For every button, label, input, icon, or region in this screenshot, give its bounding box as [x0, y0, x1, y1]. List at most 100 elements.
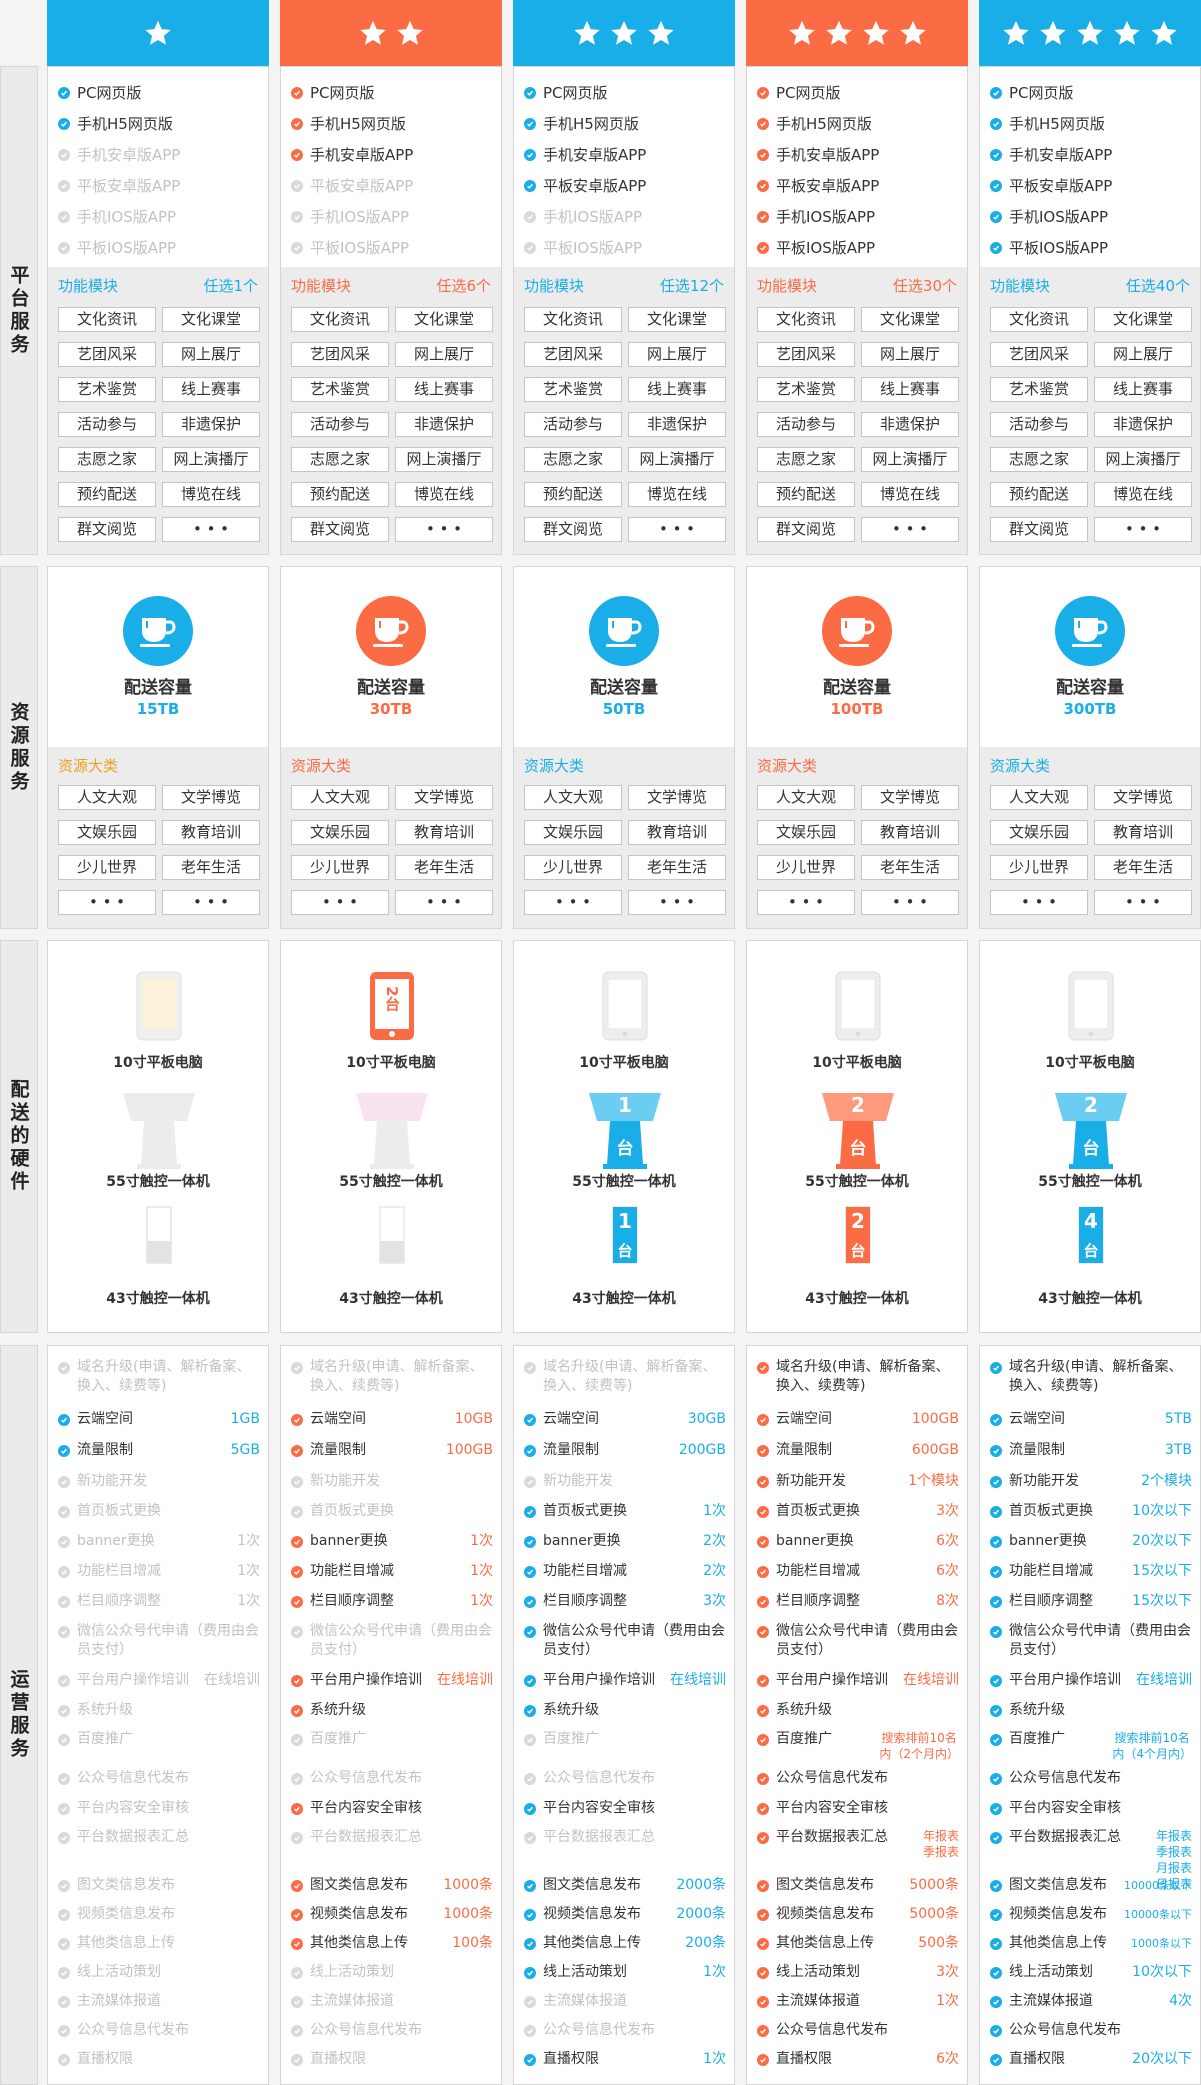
platform-item-label: 手机H5网页版	[310, 115, 406, 133]
ops-item: 其他类信息上传 200条	[524, 1934, 726, 1953]
platform-item: 手机H5网页版	[757, 113, 872, 134]
kiosk-43-label: 43寸触控一体机	[106, 1291, 210, 1307]
ops-item-label: banner更换	[77, 1533, 155, 1549]
check-icon	[58, 148, 70, 161]
check-icon	[757, 1880, 769, 1892]
module-tag: 艺术鉴赏	[291, 377, 389, 402]
platform-item-label: 手机安卓版APP	[77, 146, 181, 164]
module-header-label: 功能模块	[757, 277, 818, 295]
ops-item: 新功能开发 2个模块	[990, 1472, 1192, 1491]
platform-item-label: 手机IOS版APP	[310, 208, 410, 226]
hardware-card: 2台 10寸平板电脑 55寸触控一体机 43寸触控一体机	[280, 940, 502, 1333]
ops-item-label: 功能栏目增减	[776, 1563, 860, 1579]
check-icon	[524, 1832, 536, 1844]
ops-item-value: 搜索排前10名 内（2个月内）	[879, 1731, 959, 1761]
ops-item-label: 流量限制	[543, 1442, 599, 1458]
module-tag: 预约配送	[58, 482, 156, 507]
resource-header: 资源大类	[58, 755, 258, 776]
resource-tag: • • •	[291, 890, 389, 915]
platform-item-label: 平板安卓版APP	[77, 177, 181, 195]
check-icon	[291, 1734, 303, 1746]
check-icon	[757, 1626, 769, 1638]
kiosk-55-unit: 台	[616, 1139, 634, 1159]
check-icon	[524, 117, 536, 130]
check-icon	[58, 1909, 70, 1921]
capacity-label: 配送容量	[1056, 678, 1124, 698]
check-icon	[58, 1506, 70, 1518]
check-icon	[757, 1996, 769, 2008]
check-icon	[524, 1996, 536, 2008]
module-tag: 群文阅览	[291, 517, 389, 542]
check-icon	[291, 1445, 303, 1457]
resource-tag: • • •	[524, 890, 622, 915]
ops-item-label: 流量限制	[77, 1442, 133, 1458]
check-icon	[291, 2025, 303, 2037]
platform-item: 手机安卓版APP	[757, 144, 879, 165]
module-tag: 活动参与	[291, 412, 389, 437]
platform-item: 平板安卓版APP	[291, 175, 413, 196]
ops-item-value: 10000条以下	[1124, 1879, 1192, 1892]
check-icon	[524, 1967, 536, 1979]
ops-item: 公众号信息代发布	[524, 1769, 726, 1788]
resource-tag: • • •	[628, 890, 726, 915]
module-pick-count: 任选12个	[659, 277, 724, 295]
module-tag: 博览在线	[861, 482, 959, 507]
ops-item: 流量限制 5GB	[58, 1441, 260, 1460]
resource-tag: 教育培训	[628, 820, 726, 845]
resource-tag: 人文大观	[291, 785, 389, 810]
check-icon	[757, 1445, 769, 1457]
ops-item: 其他类信息上传 500条	[757, 1934, 959, 1953]
ops-item-value: 5TB	[1164, 1411, 1192, 1427]
module-tag: 活动参与	[58, 412, 156, 437]
platform-item: PC网页版	[990, 82, 1074, 103]
platform-item-label: 平板IOS版APP	[543, 239, 643, 257]
kiosk-55-icon	[350, 1091, 434, 1175]
ops-item-label: 平台数据报表汇总	[543, 1829, 655, 1845]
resource-tag: 老年生活	[162, 855, 260, 880]
check-icon	[291, 1476, 303, 1488]
ops-item-label: 百度推广	[1009, 1731, 1065, 1747]
ops-item-label: 平台内容安全审核	[77, 1800, 189, 1816]
ops-item-label: 公众号信息代发布	[1009, 1770, 1121, 1786]
ops-item-label: 公众号信息代发布	[776, 2022, 888, 2038]
ops-item-label: 栏目顺序调整	[1009, 1593, 1093, 1609]
platform-item: 平板安卓版APP	[990, 175, 1112, 196]
ops-item-value: 3次	[703, 1593, 726, 1609]
check-icon	[58, 210, 70, 223]
kiosk-43-count: 2	[851, 1209, 865, 1233]
kiosk-55-unit: 台	[849, 1139, 867, 1159]
check-icon	[524, 1566, 536, 1578]
platform-item: 平板安卓版APP	[524, 175, 646, 196]
module-tag: 网上展厅	[162, 342, 260, 367]
platform-item: PC网页版	[291, 82, 375, 103]
module-tag: 艺团风采	[757, 342, 855, 367]
ops-item: 首页板式更换 3次	[757, 1502, 959, 1521]
ops-item-label: 首页板式更换	[543, 1503, 627, 1519]
module-header-label: 功能模块	[990, 277, 1051, 295]
ops-item-label: 平台数据报表汇总	[776, 1829, 888, 1845]
check-icon	[291, 1705, 303, 1717]
resource-header-label: 资源大类	[291, 757, 352, 775]
ops-item-label: 公众号信息代发布	[77, 1770, 189, 1786]
ops-item: 平台用户操作培训 在线培训	[58, 1671, 260, 1690]
ops-item: 平台内容安全审核	[757, 1799, 959, 1818]
ops-item-label: 平台数据报表汇总	[1009, 1829, 1121, 1845]
ops-item-label: 功能栏目增减	[1009, 1563, 1093, 1579]
ops-item-label: 百度推广	[310, 1731, 366, 1747]
module-tag: 志愿之家	[291, 447, 389, 472]
ops-item: 图文类信息发布 10000条以下	[990, 1876, 1192, 1895]
module-tag: 艺团风采	[524, 342, 622, 367]
ops-item-value: 年报表 季报表	[922, 1829, 959, 1859]
star-icon	[898, 19, 928, 48]
check-icon	[524, 1506, 536, 1518]
ops-item: 公众号信息代发布	[58, 1769, 260, 1788]
ops-item-label: 新功能开发	[776, 1473, 846, 1489]
ops-item-value: 1次	[237, 1593, 260, 1609]
resource-tag: 人文大观	[524, 785, 622, 810]
ops-item: 视频类信息发布 2000条	[524, 1905, 726, 1924]
platform-item-label: PC网页版	[77, 84, 142, 102]
ops-item: 云端空间 10GB	[291, 1410, 493, 1429]
ops-item-label: 平台用户操作培训	[77, 1672, 189, 1688]
module-tag: • • •	[1094, 517, 1192, 542]
